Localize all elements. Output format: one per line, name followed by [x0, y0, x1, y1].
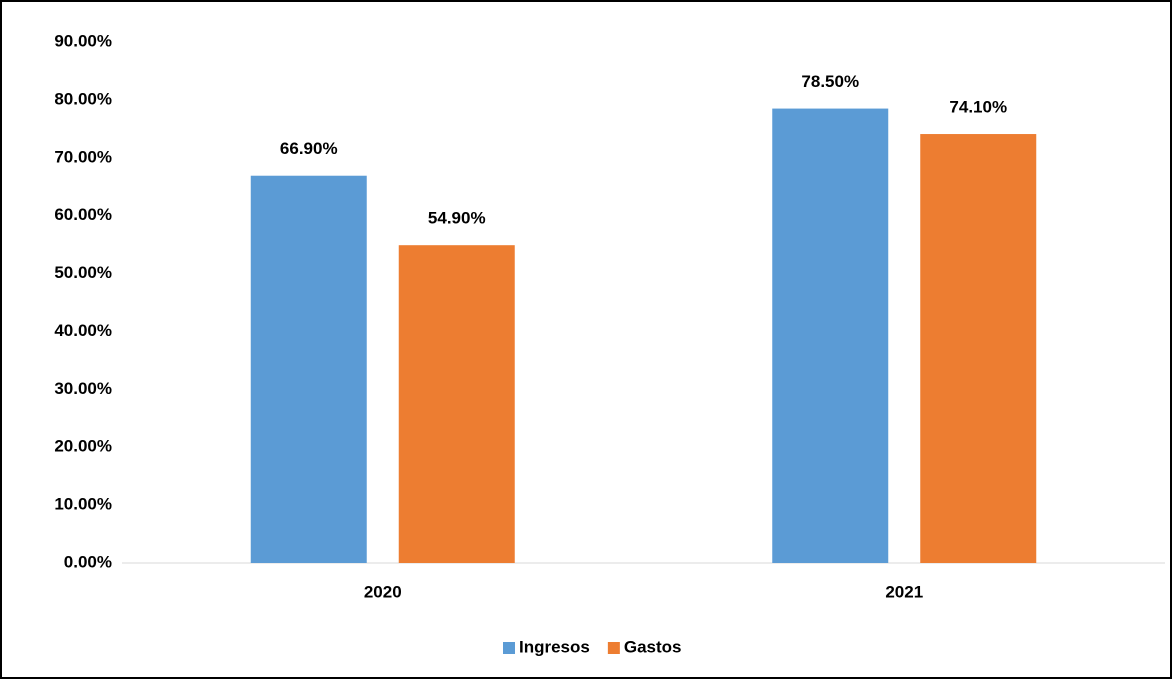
y-tick-label: 70.00% — [54, 147, 112, 166]
x-tick-label: 2021 — [885, 582, 923, 601]
y-tick-label: 30.00% — [54, 379, 112, 398]
y-tick-label: 20.00% — [54, 437, 112, 456]
data-label: 78.50% — [801, 72, 859, 91]
legend-label: Gastos — [624, 637, 682, 656]
data-label: 74.10% — [949, 98, 1007, 117]
legend-swatch — [503, 642, 515, 654]
y-tick-label: 0.00% — [64, 552, 112, 571]
y-tick-label: 40.00% — [54, 321, 112, 340]
y-tick-label: 80.00% — [54, 89, 112, 108]
y-tick-label: 60.00% — [54, 205, 112, 224]
bar — [772, 108, 889, 564]
legend-swatch — [607, 642, 620, 654]
bar — [250, 175, 367, 563]
y-tick-label: 50.00% — [54, 263, 112, 282]
bar — [398, 245, 515, 563]
data-label: 54.90% — [428, 209, 486, 228]
x-tick-label: 2020 — [364, 582, 402, 601]
y-tick-label: 90.00% — [54, 31, 112, 50]
y-tick-label: 10.00% — [54, 495, 112, 514]
legend-label: Ingresos — [519, 637, 590, 656]
bar — [920, 134, 1037, 563]
data-label: 66.90% — [280, 139, 338, 158]
